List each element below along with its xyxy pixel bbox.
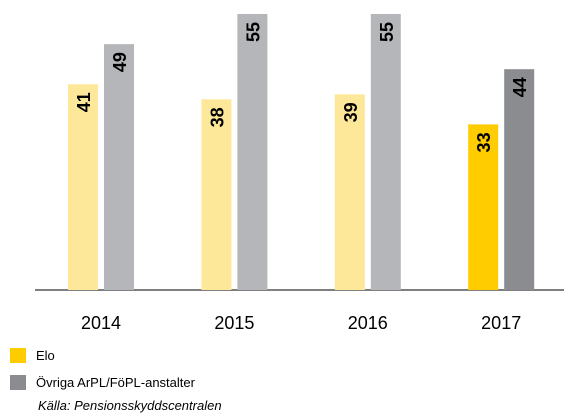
bar bbox=[201, 99, 232, 291]
value-label: 41 bbox=[74, 92, 94, 112]
bar bbox=[370, 14, 401, 290]
x-tick-label: 2014 bbox=[81, 313, 121, 333]
x-tick-label: 2015 bbox=[214, 313, 254, 333]
value-label: 49 bbox=[110, 52, 130, 72]
legend-swatch bbox=[10, 375, 26, 390]
bar bbox=[237, 14, 268, 290]
value-label: 55 bbox=[243, 22, 263, 42]
value-label: 55 bbox=[377, 22, 397, 42]
legend-swatch bbox=[10, 348, 26, 363]
legend-label: Övriga ArPL/FöPL-anstalter bbox=[36, 375, 196, 390]
bar bbox=[104, 44, 134, 290]
value-label: 44 bbox=[510, 77, 530, 97]
bar bbox=[504, 69, 535, 290]
bar bbox=[468, 124, 499, 291]
source: Källa: Pensionsskyddscentralen bbox=[38, 398, 222, 413]
x-tick-label: 2017 bbox=[481, 313, 521, 333]
bar bbox=[68, 84, 98, 290]
value-label: 38 bbox=[207, 107, 227, 127]
legend-label: Elo bbox=[36, 348, 55, 363]
bar bbox=[334, 94, 365, 290]
value-label: 39 bbox=[341, 102, 361, 122]
value-label: 33 bbox=[474, 132, 494, 152]
x-tick-label: 2016 bbox=[348, 313, 388, 333]
